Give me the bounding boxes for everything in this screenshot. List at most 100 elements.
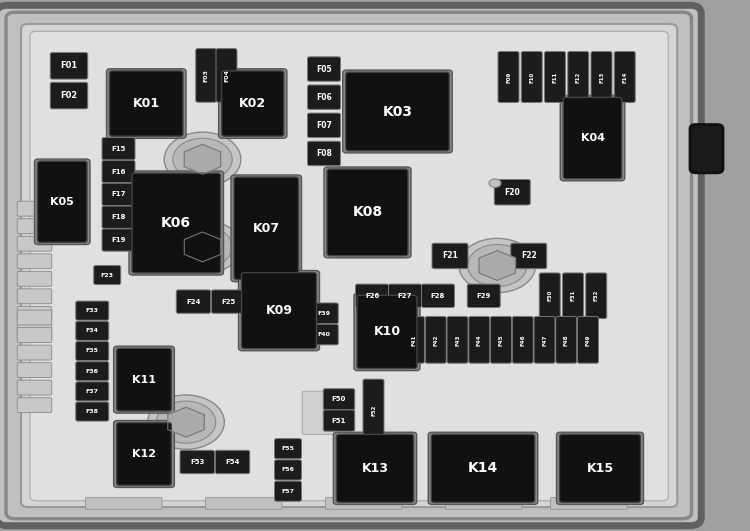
Circle shape	[172, 226, 232, 268]
FancyBboxPatch shape	[176, 290, 211, 313]
Text: F03: F03	[204, 69, 209, 82]
Text: F35: F35	[86, 348, 99, 354]
FancyBboxPatch shape	[102, 229, 135, 251]
Text: F01: F01	[60, 62, 78, 70]
FancyBboxPatch shape	[494, 179, 530, 205]
Text: F48: F48	[564, 334, 568, 346]
FancyBboxPatch shape	[76, 301, 109, 320]
Polygon shape	[479, 251, 515, 280]
FancyBboxPatch shape	[0, 5, 701, 526]
FancyBboxPatch shape	[17, 328, 52, 342]
Text: K15: K15	[586, 462, 613, 475]
Text: F46: F46	[520, 334, 525, 346]
Text: K07: K07	[253, 222, 280, 235]
FancyBboxPatch shape	[327, 169, 408, 256]
FancyBboxPatch shape	[690, 125, 723, 173]
FancyBboxPatch shape	[467, 284, 500, 307]
FancyBboxPatch shape	[498, 52, 519, 102]
Text: F54: F54	[225, 459, 240, 465]
Text: K04: K04	[580, 133, 604, 143]
FancyBboxPatch shape	[17, 363, 52, 378]
FancyBboxPatch shape	[94, 266, 121, 285]
Text: K05: K05	[50, 197, 74, 207]
FancyBboxPatch shape	[447, 316, 468, 363]
FancyBboxPatch shape	[428, 432, 538, 504]
Text: K13: K13	[362, 462, 388, 475]
FancyBboxPatch shape	[534, 316, 555, 363]
Text: K09: K09	[266, 304, 292, 317]
FancyBboxPatch shape	[117, 348, 171, 411]
FancyBboxPatch shape	[17, 380, 52, 395]
FancyBboxPatch shape	[336, 434, 414, 502]
Circle shape	[489, 179, 501, 187]
Text: F23: F23	[100, 272, 114, 278]
FancyBboxPatch shape	[563, 98, 622, 179]
FancyBboxPatch shape	[110, 71, 183, 136]
FancyBboxPatch shape	[490, 316, 512, 363]
FancyBboxPatch shape	[274, 460, 302, 480]
Text: F31: F31	[571, 290, 575, 302]
Text: F02: F02	[60, 91, 78, 100]
Polygon shape	[168, 407, 204, 437]
FancyBboxPatch shape	[310, 324, 338, 345]
Text: F56: F56	[281, 467, 295, 473]
FancyBboxPatch shape	[76, 402, 109, 421]
Text: F09: F09	[506, 71, 511, 83]
FancyBboxPatch shape	[132, 173, 220, 273]
FancyBboxPatch shape	[591, 52, 612, 102]
Text: F07: F07	[316, 121, 332, 130]
FancyBboxPatch shape	[586, 273, 607, 319]
Text: F41: F41	[412, 334, 416, 346]
Text: F33: F33	[86, 308, 99, 313]
Circle shape	[172, 138, 232, 181]
Text: F19: F19	[111, 237, 126, 243]
Text: F05: F05	[316, 65, 332, 73]
FancyBboxPatch shape	[432, 243, 468, 269]
Text: F43: F43	[455, 334, 460, 346]
Text: F36: F36	[86, 369, 99, 374]
FancyBboxPatch shape	[521, 52, 542, 102]
Text: F16: F16	[111, 168, 126, 175]
Text: F32: F32	[594, 290, 598, 302]
FancyBboxPatch shape	[30, 31, 668, 501]
Text: F22: F22	[520, 252, 537, 260]
Text: F04: F04	[224, 69, 229, 82]
FancyBboxPatch shape	[323, 410, 355, 431]
FancyBboxPatch shape	[129, 171, 224, 275]
Text: F17: F17	[111, 191, 126, 198]
FancyBboxPatch shape	[274, 481, 302, 501]
FancyBboxPatch shape	[363, 379, 384, 441]
Circle shape	[164, 132, 241, 186]
FancyBboxPatch shape	[215, 450, 250, 474]
FancyBboxPatch shape	[302, 391, 337, 434]
FancyBboxPatch shape	[219, 69, 287, 138]
FancyBboxPatch shape	[346, 72, 449, 151]
FancyBboxPatch shape	[469, 316, 490, 363]
Text: F49: F49	[586, 334, 590, 346]
FancyBboxPatch shape	[17, 289, 52, 304]
Text: F29: F29	[476, 293, 491, 299]
FancyBboxPatch shape	[196, 49, 217, 102]
FancyBboxPatch shape	[76, 321, 109, 340]
FancyBboxPatch shape	[324, 167, 411, 258]
Text: F55: F55	[281, 446, 295, 451]
Text: F06: F06	[316, 93, 332, 101]
FancyBboxPatch shape	[117, 423, 171, 485]
Text: F45: F45	[499, 334, 503, 346]
Text: F26: F26	[364, 293, 379, 299]
FancyBboxPatch shape	[211, 290, 246, 313]
Text: K14: K14	[468, 461, 498, 475]
Text: F38: F38	[86, 409, 99, 414]
FancyBboxPatch shape	[180, 450, 214, 474]
Text: F47: F47	[542, 334, 547, 346]
FancyBboxPatch shape	[34, 159, 90, 244]
FancyBboxPatch shape	[102, 206, 135, 228]
FancyBboxPatch shape	[17, 306, 52, 321]
Circle shape	[467, 244, 527, 287]
Text: K10: K10	[374, 326, 400, 338]
FancyBboxPatch shape	[206, 498, 282, 509]
FancyBboxPatch shape	[50, 82, 88, 109]
Text: F52: F52	[371, 404, 376, 416]
FancyBboxPatch shape	[38, 161, 87, 242]
FancyBboxPatch shape	[76, 362, 109, 381]
